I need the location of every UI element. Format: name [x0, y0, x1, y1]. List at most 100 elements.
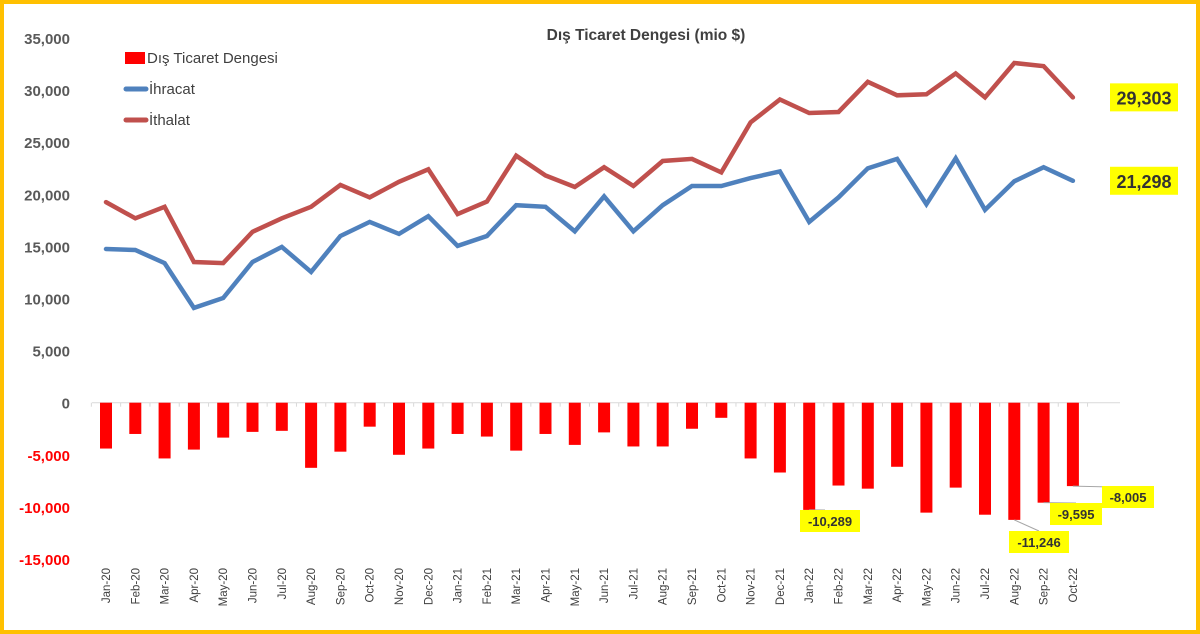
bar-label-Aug-22: -11,246 [1009, 519, 1069, 553]
label-background [1009, 531, 1069, 553]
y-tick-label: 35,000 [24, 31, 70, 48]
x-tick-label: Feb-21 [482, 568, 494, 604]
x-tick-label: Mar-21 [511, 568, 523, 604]
x-tick-label: Apr-20 [189, 568, 201, 603]
x-tick-label: Feb-20 [130, 568, 142, 604]
x-tick-label: Mar-22 [863, 568, 875, 604]
x-tick-label: Oct-22 [1068, 568, 1080, 603]
x-tick-label: Jan-21 [453, 568, 465, 603]
label-background [1102, 486, 1154, 508]
bar-label-text: -11,246 [1017, 535, 1060, 550]
x-tick-label: Apr-22 [892, 568, 904, 603]
bar-Oct-21 [715, 402, 728, 418]
bar-label-text: -8,005 [1110, 490, 1147, 505]
x-tick-label: Mar-20 [160, 568, 172, 604]
line-imports [103, 60, 1076, 266]
x-tick-label: Dec-20 [423, 568, 435, 605]
bar-label-Jan-22: -10,289 [800, 509, 860, 532]
bar-Jan-21 [451, 402, 464, 434]
x-tick-label: Sep-21 [687, 568, 699, 605]
bar-Jul-22 [979, 402, 991, 515]
bar-Nov-21 [744, 402, 757, 459]
bar-May-22 [920, 402, 933, 513]
label-background [1110, 83, 1178, 112]
x-tick-label: Apr-21 [541, 568, 553, 603]
line-series-group [103, 60, 1076, 311]
bar-Oct-22 [1066, 402, 1079, 487]
bar-Feb-20 [129, 402, 142, 434]
end-label-text: 29,303 [1116, 88, 1171, 108]
bar-Feb-22 [832, 402, 845, 486]
bar-Apr-20 [187, 402, 200, 450]
leader-line [1014, 519, 1040, 532]
y-tick-label: -15,000 [19, 552, 70, 569]
legend: Dış Ticaret Dengesi İhracat İthalat [123, 50, 278, 129]
bar-Aug-20 [305, 402, 318, 468]
label-background [1110, 166, 1178, 195]
end-label-imports: 29,303 [1110, 83, 1178, 112]
x-tick-label: Nov-21 [746, 568, 758, 605]
x-tick-label: Dec-21 [775, 568, 787, 605]
line-end-labels: 29,303 21,298 [1110, 83, 1178, 195]
y-tick-label: 10,000 [24, 292, 70, 309]
x-tick-label: Jul-21 [628, 568, 640, 599]
bar-series-balance [100, 402, 1079, 520]
bar-data-labels: -10,289 -11,246 -9,595 -8,005 [800, 485, 1154, 553]
bar-May-21 [568, 402, 581, 445]
chart-title: Dış Ticaret Dengesi (mio $) [547, 27, 746, 44]
bar-Apr-21 [539, 402, 552, 434]
y-tick-label: 15,000 [24, 239, 70, 256]
x-tick-label: Aug-21 [658, 568, 670, 605]
y-axis: 35,000 30,000 25,000 20,000 15,000 10,000 5,00… [19, 31, 70, 569]
bar-May-20 [217, 402, 230, 438]
line-exports [103, 154, 1076, 311]
bar-label-text: -9,595 [1058, 507, 1095, 522]
label-background [1050, 503, 1102, 525]
y-tick-label: 0 [62, 396, 70, 413]
bar-label-Oct-22: -8,005 [1072, 485, 1154, 508]
x-tick-label: Sep-20 [335, 568, 347, 605]
bar-Apr-22 [891, 402, 904, 467]
x-tick-label: Nov-20 [394, 568, 406, 605]
bar-Oct-20 [363, 402, 376, 427]
y-tick-label: 25,000 [24, 135, 70, 152]
bar-Sep-22 [1037, 402, 1050, 503]
end-label-text: 21,298 [1116, 172, 1171, 192]
bar-Mar-21 [510, 402, 523, 451]
x-tick-label: Oct-20 [365, 568, 377, 603]
x-tick-label: May-21 [570, 568, 582, 606]
bar-Dec-20 [422, 402, 435, 449]
bar-Aug-21 [656, 402, 669, 447]
bar-Jan-22 [803, 402, 816, 510]
bar-Dec-21 [773, 402, 786, 473]
legend-label-exports: İhracat [149, 80, 196, 98]
x-tick-label: Oct-21 [716, 568, 728, 603]
bar-Jun-20 [246, 402, 259, 432]
bar-Jul-21 [627, 402, 640, 447]
legend-label-balance: Dış Ticaret Dengesi [147, 50, 278, 67]
bar-label-Sep-22: -9,595 [1043, 502, 1102, 525]
x-tick-label: Jul-22 [980, 568, 992, 599]
legend-label-imports: İthalat [149, 111, 191, 129]
x-tick-label: May-22 [921, 568, 933, 606]
label-background [800, 510, 860, 532]
bar-Nov-20 [393, 402, 405, 455]
x-axis: Jan-20 Feb-20 Mar-20 Apr-20 May-20 Jun-20 Jul-… [101, 568, 1080, 606]
bar-Jan-20 [100, 402, 112, 449]
x-tick-label: Aug-22 [1009, 568, 1021, 605]
x-tick-label: Jun-21 [599, 568, 611, 603]
y-tick-label: -5,000 [27, 448, 70, 465]
bar-Mar-22 [861, 402, 874, 489]
y-tick-label: 20,000 [24, 187, 70, 204]
bar-Mar-20 [158, 402, 171, 459]
bar-Sep-21 [686, 402, 698, 429]
bar-Aug-22 [1008, 402, 1021, 520]
end-label-exports: 21,298 [1110, 166, 1178, 195]
x-tick-label: Sep-22 [1039, 568, 1051, 605]
bar-Feb-21 [480, 402, 493, 437]
legend-swatch-balance [125, 52, 145, 64]
bar-Sep-20 [334, 402, 347, 452]
x-tick-label: Jun-22 [951, 568, 963, 603]
